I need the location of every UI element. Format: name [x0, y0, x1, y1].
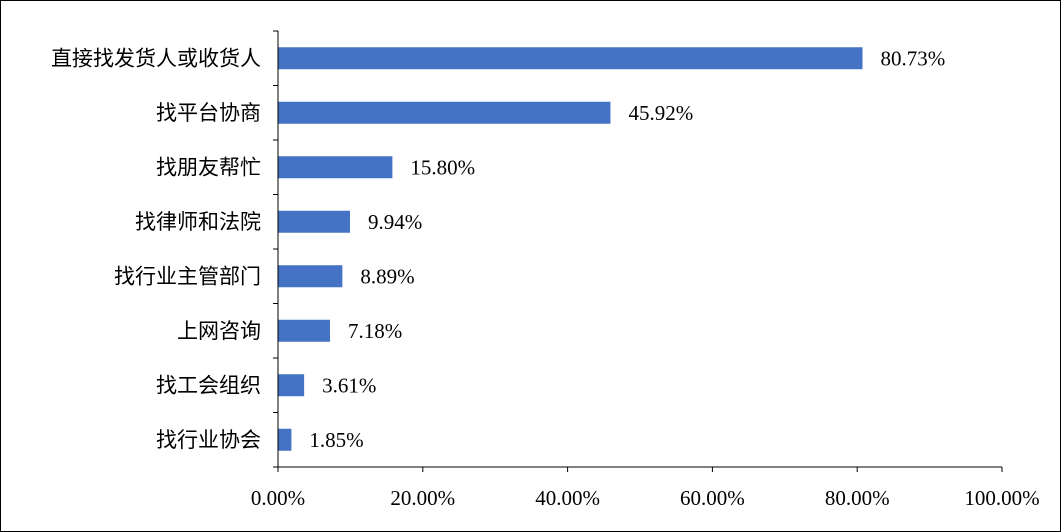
x-tick-label-6: 100.00% [964, 486, 1039, 510]
category-label-2: 找平台协商 [156, 101, 261, 125]
bar-6 [278, 319, 330, 342]
x-tick-label-3: 40.00% [535, 486, 600, 510]
x-tick-label-1: 0.00% [251, 486, 305, 510]
data-label-8: 1.85% [309, 428, 363, 452]
data-label-2: 45.92% [628, 101, 693, 125]
bar-5 [278, 265, 343, 288]
data-label-6: 7.18% [348, 319, 402, 343]
bar-7 [278, 374, 305, 397]
data-label-3: 15.80% [410, 155, 475, 179]
data-label-7: 3.61% [322, 373, 376, 397]
bar-4 [278, 210, 350, 233]
axis-layer [273, 30, 1003, 472]
bars-layer [278, 47, 863, 451]
category-label-8: 找行业协会 [156, 428, 261, 452]
category-label-6: 上网咨询 [177, 319, 261, 343]
data-label-1: 80.73% [880, 46, 945, 70]
data-label-5: 8.89% [360, 264, 414, 288]
category-label-5: 找行业主管部门 [114, 264, 261, 288]
bar-2 [278, 101, 611, 124]
bar-8 [278, 428, 292, 451]
data-label-4: 9.94% [368, 210, 422, 234]
x-tick-label-4: 60.00% [680, 486, 745, 510]
category-label-1: 直接找发货人或收货人 [51, 46, 261, 70]
category-label-3: 找朋友帮忙 [156, 155, 261, 179]
bar-3 [278, 156, 393, 179]
x-tick-label-2: 20.00% [390, 486, 455, 510]
category-label-7: 找工会组织 [156, 373, 261, 397]
labels-layer: 直接找发货人或收货人 80.73% 找平台协商 45.92% 找朋友帮忙 15.80% 找律… [51, 46, 1040, 510]
category-label-4: 找律师和法院 [135, 210, 261, 234]
x-tick-label-5: 80.00% [825, 486, 890, 510]
bar-1 [278, 47, 863, 70]
